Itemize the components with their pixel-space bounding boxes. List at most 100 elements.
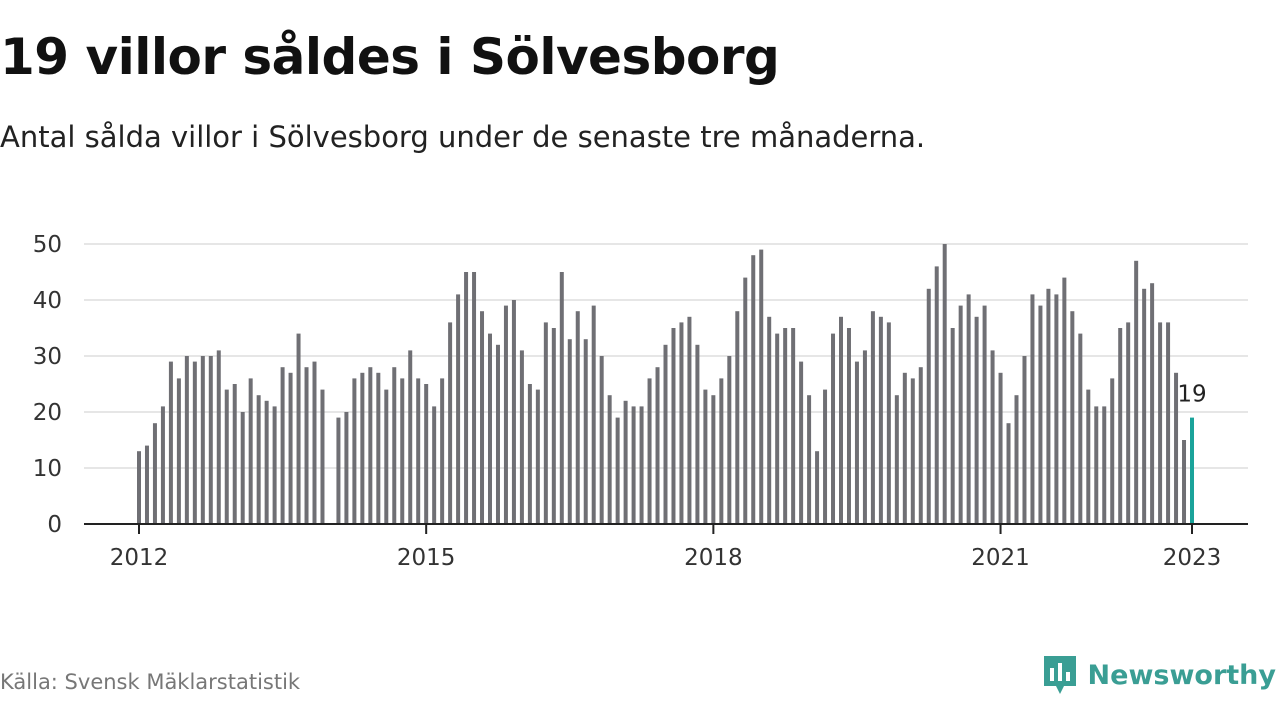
y-tick-label: 0 (47, 512, 62, 538)
bar (336, 417, 341, 524)
bar (320, 389, 325, 524)
bars (137, 244, 1194, 524)
bar (743, 277, 748, 524)
bar (280, 367, 285, 524)
bar-chart: 0 10 20 30 40 50 2012 2015 2018 2021 2023 19 (33, 232, 1248, 571)
bar (296, 333, 301, 524)
bar (352, 378, 357, 524)
bar (1174, 372, 1179, 524)
bar (368, 367, 373, 524)
bar (910, 378, 915, 524)
bar (639, 406, 644, 524)
bar (695, 344, 700, 524)
brand-name: Newsworthy (1087, 659, 1276, 691)
bar (1150, 283, 1155, 524)
bar (1070, 311, 1075, 524)
bar (1182, 440, 1187, 524)
bar (464, 272, 469, 524)
bar (456, 294, 461, 524)
bar (1062, 277, 1067, 524)
bar (894, 395, 899, 524)
y-tick-label: 40 (33, 288, 62, 314)
bar (839, 316, 843, 524)
x-tick-label: 2015 (397, 545, 456, 571)
bar (942, 244, 947, 524)
bar (799, 361, 804, 524)
bar (655, 367, 660, 524)
bar (823, 389, 828, 524)
bar (184, 356, 189, 524)
bar (687, 316, 692, 524)
bar (168, 361, 173, 524)
bar (862, 350, 867, 524)
bar (1014, 395, 1019, 524)
bar (854, 361, 859, 524)
x-tick-label: 2021 (971, 545, 1030, 571)
bar (703, 389, 708, 524)
y-axis-tick-labels: 0 10 20 30 40 50 (33, 232, 62, 538)
bar (934, 266, 939, 524)
newsworthy-logo-icon (1043, 656, 1076, 694)
bar (751, 255, 756, 524)
bar (376, 372, 381, 524)
bar (511, 300, 516, 524)
bar (440, 378, 445, 524)
bar (815, 451, 820, 524)
bar (1166, 322, 1171, 524)
bar (360, 372, 365, 524)
bar (137, 451, 141, 524)
bar (1118, 328, 1123, 524)
bar (631, 406, 636, 524)
bar (264, 400, 269, 524)
highlight-value-label: 19 (1177, 382, 1206, 408)
x-tick-label: 2012 (110, 545, 169, 571)
bar (679, 322, 684, 524)
bar (1022, 356, 1027, 524)
bar (1094, 406, 1099, 524)
bar (727, 356, 732, 524)
bar (831, 333, 836, 524)
bar (759, 249, 764, 524)
bar (543, 322, 548, 524)
bar (878, 316, 883, 524)
bar (519, 350, 524, 524)
bar (144, 445, 149, 524)
x-tick-label: 2023 (1163, 545, 1222, 571)
bar (966, 294, 971, 524)
bar (472, 272, 477, 524)
bar (974, 316, 979, 524)
bar (990, 350, 995, 524)
bar (400, 378, 405, 524)
bar (176, 378, 181, 524)
bar (567, 339, 572, 524)
bar (424, 384, 429, 524)
bar (1158, 322, 1163, 524)
bar (559, 272, 564, 524)
bar (192, 361, 197, 524)
bar (503, 305, 508, 524)
bar (1142, 288, 1147, 524)
bar (152, 423, 157, 524)
bar (272, 406, 277, 524)
bar (767, 316, 772, 524)
bar (1038, 305, 1043, 524)
annotations: 19 (1177, 382, 1206, 408)
bar (551, 328, 556, 524)
bar (288, 372, 293, 524)
bar (1054, 294, 1059, 524)
bar (392, 367, 397, 524)
bar (870, 311, 875, 524)
bar (384, 389, 389, 524)
chart-title: 19 villor såldes i Sölvesborg (0, 28, 780, 86)
y-tick-label: 20 (33, 400, 62, 426)
bar (232, 384, 237, 524)
bar (950, 328, 955, 524)
bar (200, 356, 205, 524)
brand-logo[interactable]: Newsworthy (1042, 654, 1276, 696)
bar (1102, 406, 1107, 524)
bar (1134, 260, 1139, 524)
y-tick-label: 50 (33, 232, 62, 258)
bar (998, 372, 1003, 524)
bar (1086, 389, 1091, 524)
bar (918, 367, 923, 524)
